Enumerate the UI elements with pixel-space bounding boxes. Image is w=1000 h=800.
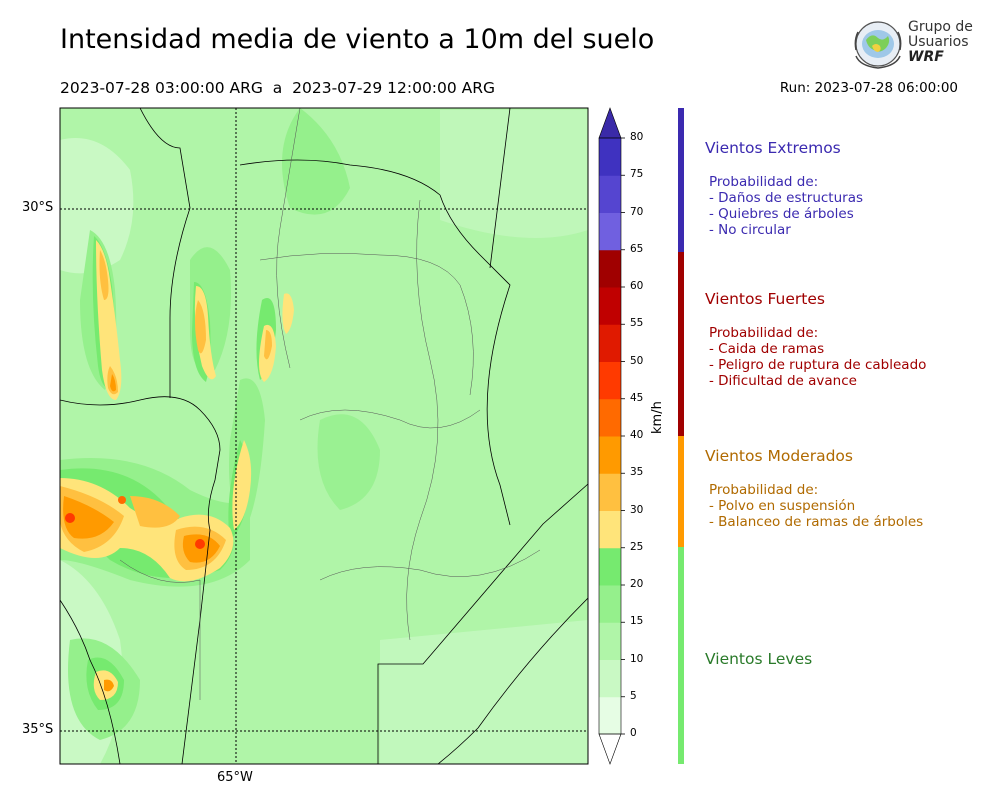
colorbar-segment	[599, 585, 621, 623]
logo-line-3: WRF	[908, 49, 944, 65]
colorbar-tick-label: 30	[630, 503, 644, 516]
colorbar-segment	[599, 138, 621, 176]
category-fuertes: Vientos Fuertes Probabilidad de: - Caida…	[705, 290, 926, 389]
colorbar-segment	[599, 696, 621, 735]
category-item: - Balanceo de ramas de árboles	[709, 514, 924, 530]
category-title: Vientos Moderados	[705, 447, 853, 465]
grupo-wrf-logo: Grupo de Usuarios WRF	[848, 16, 978, 72]
colorbar-segment	[599, 175, 621, 213]
colorbar-segment	[599, 547, 621, 586]
category-item: - Dificultad de avance	[709, 373, 857, 389]
colorbar-unit: km/h	[650, 401, 665, 434]
colorbar-under-arrow	[598, 733, 622, 765]
category-prob: Probabilidad de:	[709, 174, 819, 190]
colorbar-segment	[599, 249, 621, 288]
category-prob: Probabilidad de:	[709, 325, 819, 341]
colorbar-segment	[599, 659, 621, 698]
run-time: Run: 2023-07-28 06:00:00	[779, 80, 958, 96]
colorbar	[598, 107, 625, 765]
colorbar-tick-label: 50	[630, 354, 644, 367]
logo-line-2: Usuarios	[908, 34, 969, 50]
colorbar-tick-label: 75	[630, 168, 644, 181]
lat-label-30s: 30°S	[22, 200, 54, 215]
category-title: Vientos Extremos	[705, 139, 841, 157]
colorbar-segment	[599, 324, 621, 362]
globe-logo-icon	[854, 21, 902, 69]
side-bar-extremos	[678, 108, 684, 252]
wind-field	[60, 108, 588, 764]
side-bar-moderados	[678, 436, 684, 547]
colorbar-segment	[599, 212, 621, 251]
colorbar-tick-label: 60	[630, 280, 644, 292]
colorbar-segment	[599, 436, 621, 474]
logo-line-1: Grupo de	[908, 19, 973, 35]
colorbar-tick-label: 80	[630, 131, 644, 143]
colorbar-tick-label: 70	[630, 205, 644, 218]
map-frame	[59, 107, 589, 765]
category-extremos: Vientos Extremos Probabilidad de: - Daño…	[705, 139, 863, 238]
colorbar-segment	[599, 361, 621, 400]
lon-label-65w: 65°W	[217, 770, 253, 785]
category-item: - Caida de ramas	[709, 341, 825, 357]
category-item: - Quiebres de árboles	[709, 206, 854, 222]
category-prob: Probabilidad de:	[709, 482, 819, 498]
forecast-period: 2023-07-28 03:00:00 ARG a 2023-07-29 12:…	[60, 79, 496, 97]
category-title: Vientos Fuertes	[705, 290, 825, 308]
category-moderados: Vientos Moderados Probabilidad de: - Pol…	[705, 447, 923, 530]
colorbar-tick-label: 45	[630, 391, 644, 404]
colorbar-tick-label: 35	[630, 466, 644, 479]
category-item: - No circular	[709, 222, 791, 238]
category-title: Vientos Leves	[705, 650, 813, 668]
colorbar-tick-label: 15	[630, 615, 644, 628]
category-leves: Vientos Leves	[705, 650, 812, 668]
colorbar-tick-label: 5	[630, 689, 637, 702]
colorbar-tick-label: 10	[630, 652, 644, 665]
lat-label-35s: 35°S	[22, 722, 54, 737]
colorbar-over-arrow	[598, 107, 622, 139]
map-title: Intensidad media de viento a 10m del sue…	[60, 24, 655, 55]
colorbar-segment	[599, 398, 621, 437]
colorbar-tick-label: 65	[630, 242, 644, 255]
colorbar-segment	[599, 510, 621, 549]
side-bar-leves	[678, 547, 684, 764]
side-bar-fuertes	[678, 252, 684, 436]
colorbar-tick-label: 40	[630, 429, 644, 441]
colorbar-tick-label: 55	[630, 317, 644, 330]
colorbar-segment	[599, 473, 621, 511]
colorbar-tick-label: 0	[630, 727, 637, 739]
colorbar-tick-label: 25	[630, 540, 644, 553]
colorbar-segment	[599, 622, 621, 660]
category-item: - Daños de estructuras	[709, 190, 864, 206]
colorbar-segment	[599, 287, 621, 325]
category-item: - Peligro de ruptura de cableado	[709, 357, 927, 373]
colorbar-tick-label: 20	[630, 578, 644, 590]
category-item: - Polvo en suspensión	[709, 498, 856, 514]
